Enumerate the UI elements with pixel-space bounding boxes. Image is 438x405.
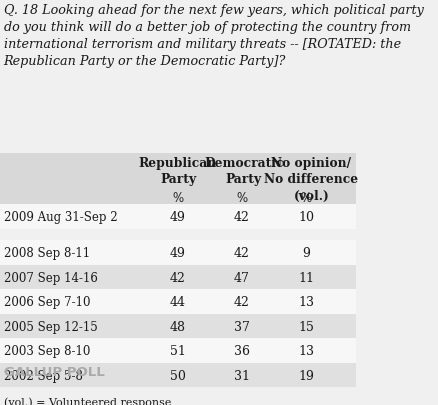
- Text: 42: 42: [233, 247, 249, 260]
- Text: 2007 Sep 14-16: 2007 Sep 14-16: [4, 271, 97, 284]
- Text: 2005 Sep 12-15: 2005 Sep 12-15: [4, 320, 97, 333]
- Text: 19: 19: [297, 369, 313, 382]
- Text: 13: 13: [297, 296, 314, 309]
- Text: 44: 44: [170, 296, 186, 309]
- FancyBboxPatch shape: [0, 265, 355, 290]
- FancyBboxPatch shape: [0, 153, 355, 190]
- Text: No opinion/
No difference
(vol.): No opinion/ No difference (vol.): [264, 157, 358, 202]
- Text: 42: 42: [170, 271, 185, 284]
- FancyBboxPatch shape: [0, 314, 355, 339]
- Text: 47: 47: [233, 271, 249, 284]
- Text: 2006 Sep 7-10: 2006 Sep 7-10: [4, 296, 90, 309]
- Text: Democratic
Party: Democratic Party: [204, 157, 283, 186]
- FancyBboxPatch shape: [0, 205, 355, 229]
- Text: (vol.) = Volunteered response: (vol.) = Volunteered response: [4, 396, 170, 405]
- Text: 36: 36: [233, 344, 250, 357]
- Text: 10: 10: [297, 211, 314, 224]
- Text: 15: 15: [297, 320, 313, 333]
- Text: 42: 42: [233, 296, 249, 309]
- Text: 51: 51: [170, 344, 185, 357]
- FancyBboxPatch shape: [0, 363, 355, 388]
- Text: 9: 9: [301, 247, 309, 260]
- Text: Republican
Party: Republican Party: [138, 157, 217, 186]
- Text: 2003 Sep 8-10: 2003 Sep 8-10: [4, 344, 90, 357]
- Text: Q. 18 Looking ahead for the next few years, which political party
do you think w: Q. 18 Looking ahead for the next few yea…: [4, 4, 423, 68]
- Text: 2002 Sep 5-8: 2002 Sep 5-8: [4, 369, 82, 382]
- Text: 2008 Sep 8-11: 2008 Sep 8-11: [4, 247, 89, 260]
- FancyBboxPatch shape: [0, 339, 355, 363]
- Text: 31: 31: [233, 369, 250, 382]
- Text: 42: 42: [233, 211, 249, 224]
- Text: 13: 13: [297, 344, 314, 357]
- Text: 49: 49: [170, 247, 185, 260]
- Text: 50: 50: [170, 369, 185, 382]
- Text: 11: 11: [297, 271, 314, 284]
- Text: GALLUP POLL: GALLUP POLL: [4, 365, 104, 378]
- Text: %: %: [300, 192, 311, 205]
- Text: 37: 37: [233, 320, 249, 333]
- Text: %: %: [236, 192, 247, 205]
- Text: 49: 49: [170, 211, 185, 224]
- Text: %: %: [172, 192, 183, 205]
- FancyBboxPatch shape: [0, 290, 355, 314]
- FancyBboxPatch shape: [0, 190, 355, 205]
- Text: 2009 Aug 31-Sep 2: 2009 Aug 31-Sep 2: [4, 211, 117, 224]
- Text: 48: 48: [170, 320, 186, 333]
- FancyBboxPatch shape: [0, 241, 355, 265]
- FancyBboxPatch shape: [0, 229, 355, 241]
